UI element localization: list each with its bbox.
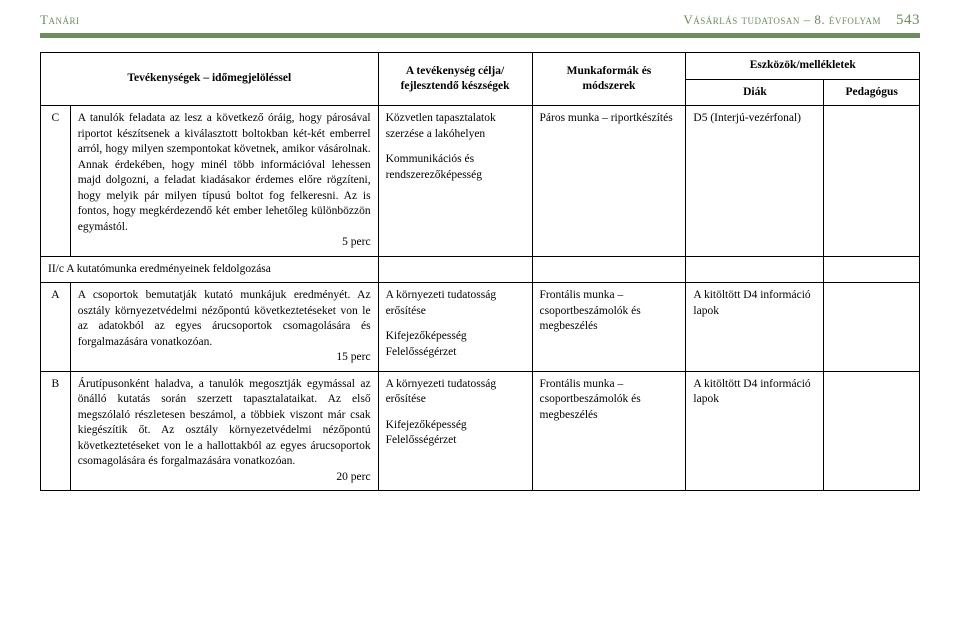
header-left: Tanári (40, 12, 79, 28)
row-ped (824, 106, 920, 257)
row-label: A (41, 283, 71, 372)
goal-p2: Kifejezőképesség (386, 418, 525, 434)
section-row: II/c A kutatómunka eredményeinek feldolg… (41, 256, 920, 283)
page-header: Tanári Vásárlás tudatosan – 8. évfolyam … (0, 0, 960, 33)
row-ped (824, 371, 920, 491)
row-duration: 5 perc (78, 235, 371, 251)
row-method: Frontális munka – csoportbeszámolók és m… (532, 371, 686, 491)
row-diak: A kitöltött D4 információ lapok (686, 371, 824, 491)
goal-p1: Közvetlen tapasztalatok szerzése a lakóh… (386, 111, 525, 142)
th-tools: Eszközök/mellékletek (686, 53, 920, 80)
table-row: A A csoportok bemutatják kutató munkájuk… (41, 283, 920, 372)
row-goal: Közvetlen tapasztalatok szerzése a lakóh… (378, 106, 532, 257)
table-body: C A tanulók feladata az lesz a következő… (41, 106, 920, 491)
header-rule-wrap (0, 33, 960, 52)
section-empty2 (532, 256, 686, 283)
section-empty3 (686, 256, 824, 283)
row-method: Páros munka – riportkészítés (532, 106, 686, 257)
table-head-row1: Tevékenységek – időmegjelöléssel A tevék… (41, 53, 920, 80)
page-number: 543 (896, 12, 920, 28)
row-activity-text: Árutípusonként haladva, a tanulók megosz… (78, 378, 371, 468)
goal-p3: Felelősségérzet (386, 433, 525, 449)
th-ped: Pedagógus (824, 79, 920, 106)
row-label: B (41, 371, 71, 491)
table-head: Tevékenységek – időmegjelöléssel A tevék… (41, 53, 920, 106)
th-diak: Diák (686, 79, 824, 106)
row-diak: A kitöltött D4 információ lapok (686, 283, 824, 372)
section-empty4 (824, 256, 920, 283)
goal-p3: Felelősségérzet (386, 345, 525, 361)
th-activities: Tevékenységek – időmegjelöléssel (41, 53, 379, 106)
goal-p2: Kifejezőképesség (386, 329, 525, 345)
row-activity: A tanulók feladata az lesz a következő ó… (70, 106, 378, 257)
th-methods: Munkaformák és módszerek (532, 53, 686, 106)
section-text: II/c A kutatómunka eredményeinek feldolg… (41, 256, 379, 283)
th-goal: A tevékenység célja/ fejlesztendő készsé… (378, 53, 532, 106)
row-label: C (41, 106, 71, 257)
row-activity: A csoportok bemutatják kutató munkájuk e… (70, 283, 378, 372)
table-row: C A tanulók feladata az lesz a következő… (41, 106, 920, 257)
row-activity: Árutípusonként haladva, a tanulók megosz… (70, 371, 378, 491)
row-ped (824, 283, 920, 372)
row-method: Frontális munka – csoportbeszámolók és m… (532, 283, 686, 372)
row-duration: 15 perc (78, 350, 371, 366)
row-activity-text: A tanulók feladata az lesz a következő ó… (78, 112, 371, 233)
header-rule (40, 33, 920, 38)
header-right: Vásárlás tudatosan – 8. évfolyam 543 (683, 12, 920, 29)
goal-p2: Kommunikációs és rendszerezőképesség (386, 152, 525, 183)
goal-p1: A környezeti tudatosság erősítése (386, 288, 525, 319)
row-goal: A környezeti tudatosság erősítése Kifeje… (378, 371, 532, 491)
header-right-text: Vásárlás tudatosan – 8. évfolyam (683, 12, 881, 27)
row-duration: 20 perc (78, 470, 371, 486)
section-empty1 (378, 256, 532, 283)
table-row: B Árutípusonként haladva, a tanulók mego… (41, 371, 920, 491)
header-left-text: Tanári (40, 12, 79, 27)
goal-p1: A környezeti tudatosság erősítése (386, 377, 525, 408)
row-goal: A környezeti tudatosság erősítése Kifeje… (378, 283, 532, 372)
content-area: Tevékenységek – időmegjelöléssel A tevék… (0, 52, 960, 491)
row-diak: D5 (Interjú-vezérfonal) (686, 106, 824, 257)
row-activity-text: A csoportok bemutatják kutató munkájuk e… (78, 289, 371, 348)
lesson-table: Tevékenységek – időmegjelöléssel A tevék… (40, 52, 920, 491)
